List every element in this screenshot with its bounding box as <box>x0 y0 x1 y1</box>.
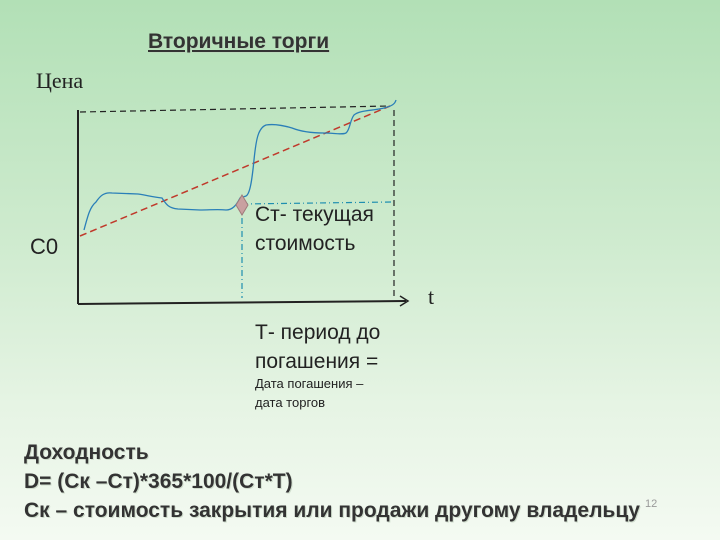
y-axis-label: Цена <box>36 68 84 93</box>
x-axis-label: t <box>428 284 435 309</box>
trend-line <box>79 105 391 237</box>
price-curve <box>83 99 397 231</box>
current-value-annotation: Ст- текущая стоимость <box>255 203 374 255</box>
slide-title: Вторичные торги <box>148 30 330 53</box>
top-dashed-line <box>79 105 391 113</box>
yield-heading: Доходность <box>24 441 149 464</box>
x-axis-arrowhead <box>399 295 410 307</box>
period-annotation: Т- период до погашения = <box>255 321 381 373</box>
yield-definition: Ск – стоимость закрытия или продажи друг… <box>24 499 640 522</box>
period-note: Дата погашения – дата торгов <box>255 376 364 410</box>
yield-formula-block: Доходность D= (Ск –Ст)*365*100/(Ст*Т) Ск… <box>24 438 640 525</box>
yield-equation: D= (Ск –Ст)*365*100/(Ст*Т) <box>24 470 293 493</box>
current-point-marker <box>235 194 249 216</box>
page-number: 12 <box>645 498 658 510</box>
initial-price-label: C0 <box>30 234 59 259</box>
x-axis <box>77 300 407 305</box>
